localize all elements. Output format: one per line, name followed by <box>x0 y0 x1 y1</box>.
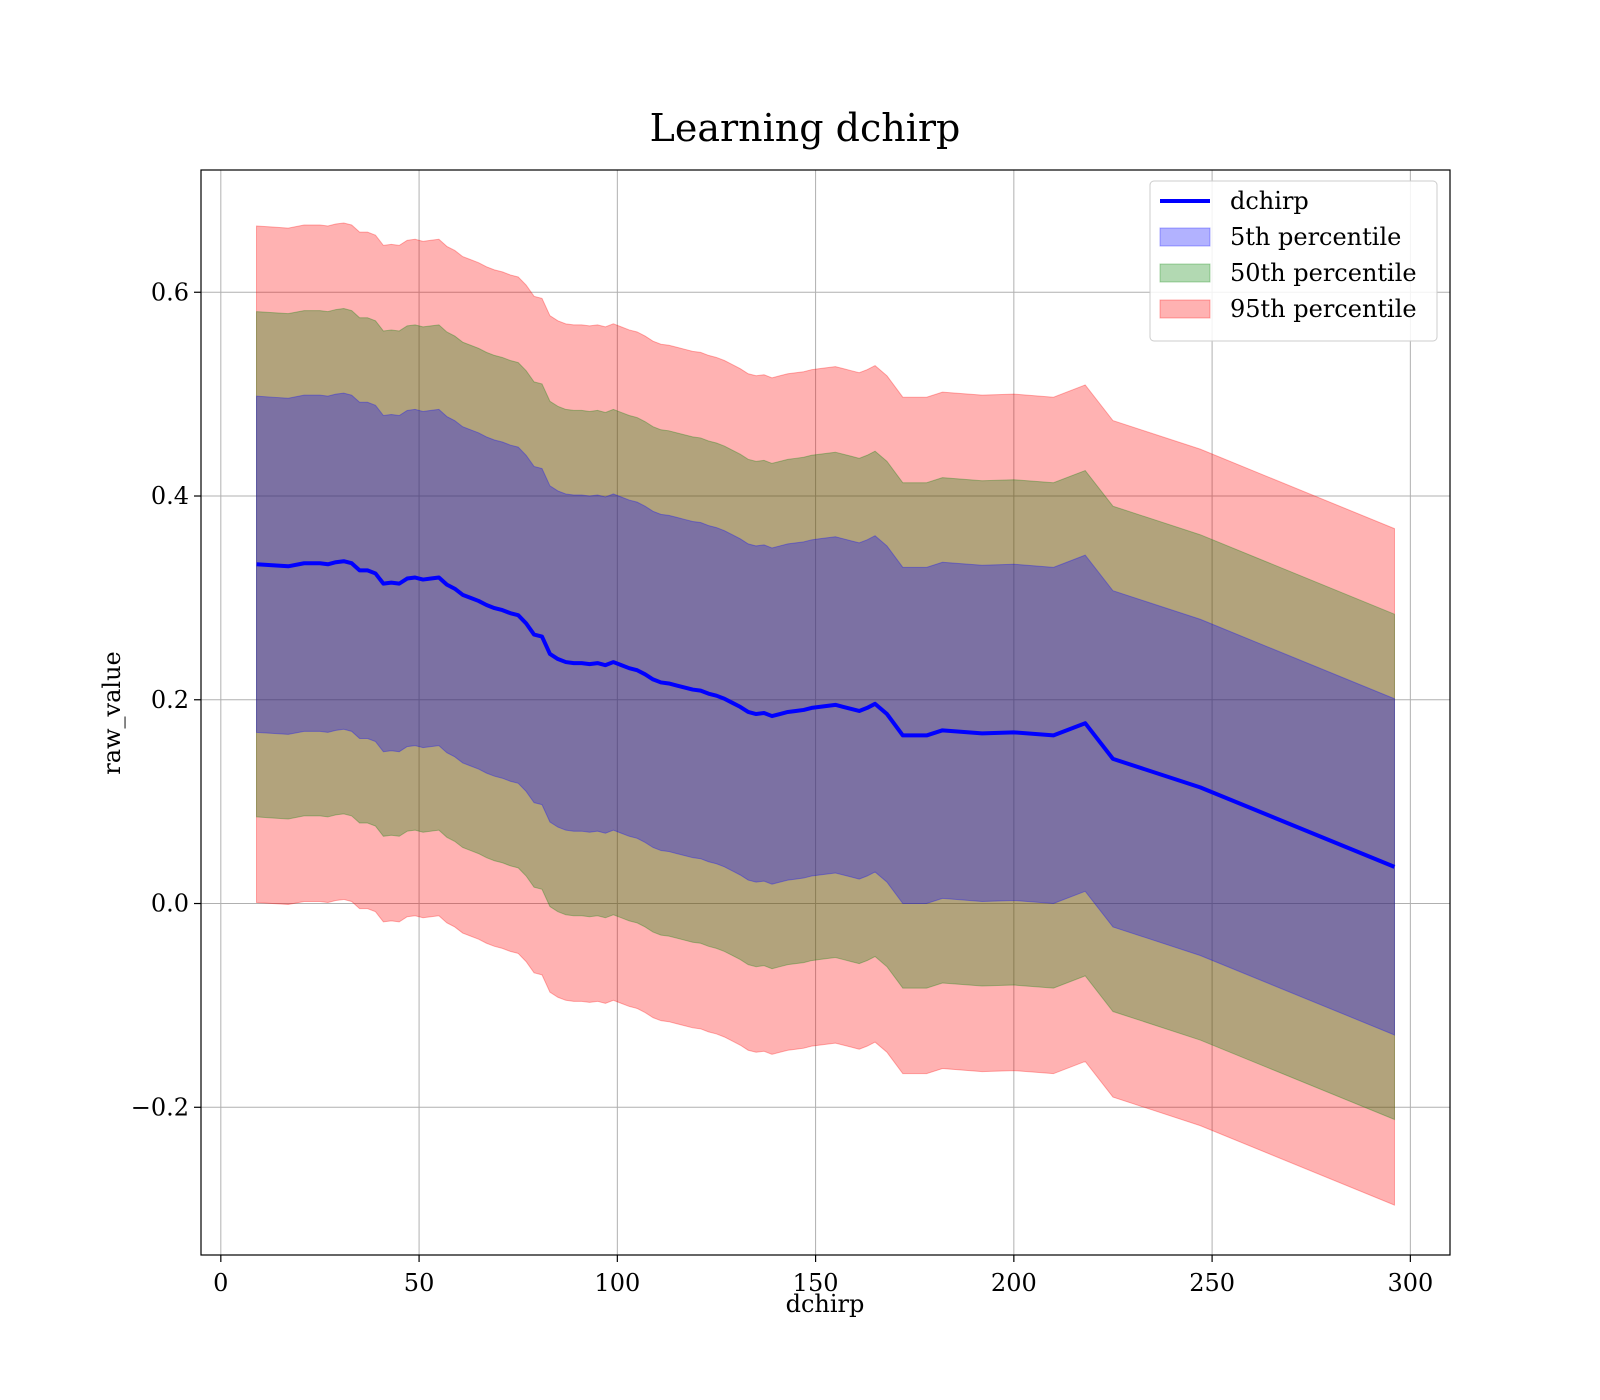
legend: dchirp 5th percentile 50th percentile 95th … <box>1149 180 1438 342</box>
legend-box <box>1149 180 1438 342</box>
y-tick-label: 0.2 <box>151 686 189 714</box>
y-tick-label: 0.6 <box>151 278 189 306</box>
band-5th-percentile <box>256 392 1395 1036</box>
band-95th-percentile <box>256 222 1395 1206</box>
x-tick-label: 300 <box>1387 1269 1433 1297</box>
grid <box>201 170 1450 1255</box>
series-line-dchirp <box>256 559 1396 869</box>
x-tick-label: 250 <box>1189 1269 1235 1297</box>
y-axis-ticks: −0.2 0.0 0.2 0.4 0.6 <box>131 278 201 1121</box>
y-tick-label: −0.2 <box>131 1093 189 1121</box>
y-tick-label: 0.4 <box>151 482 189 510</box>
x-tick-label: 100 <box>594 1269 640 1297</box>
x-tick-label: 200 <box>991 1269 1037 1297</box>
legend-swatch-band <box>1159 299 1211 319</box>
x-tick-label: 150 <box>793 1269 839 1297</box>
x-tick-label: 0 <box>213 1269 228 1297</box>
legend-label: 95th percentile <box>1230 295 1417 323</box>
percentile-bands <box>256 222 1395 1206</box>
y-axis-label: raw_value <box>98 651 126 775</box>
legend-label: dchirp <box>1230 187 1309 215</box>
plot-area <box>201 170 1450 1255</box>
x-tick-label: 50 <box>404 1269 435 1297</box>
legend-label: 5th percentile <box>1230 223 1401 251</box>
legend-swatch-band <box>1159 227 1211 247</box>
legend-label: 50th percentile <box>1230 259 1417 287</box>
plot-frame <box>200 169 1451 1256</box>
chart-title: Learning dchirp <box>650 106 961 150</box>
series-lines <box>256 559 1396 869</box>
x-axis-label: dchirp <box>786 1290 865 1318</box>
y-tick-label: 0.0 <box>151 890 189 918</box>
band-50th-percentile <box>256 308 1395 1121</box>
x-axis-ticks: 0 50 100 150 200 250 300 <box>213 1255 1433 1297</box>
legend-swatch-band <box>1159 263 1211 283</box>
